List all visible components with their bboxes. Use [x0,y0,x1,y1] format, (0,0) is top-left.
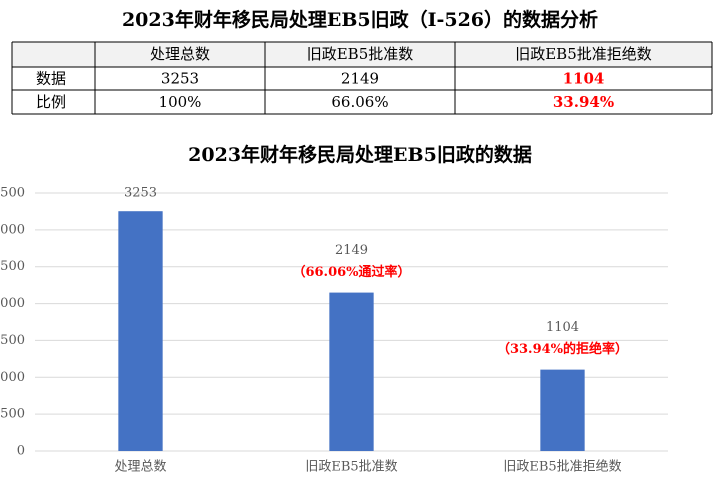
column-header: 旧政EB5批准数 [307,45,414,63]
x-tick-label: 旧政EB5批准数 [305,460,397,475]
bar [118,211,163,451]
column-header: 旧政EB5批准拒绝数 [515,45,652,63]
row-header: 比例 [36,93,66,111]
table-header-bg [12,42,712,67]
column-header: 处理总数 [150,45,210,63]
y-tick-label: 3500 [0,186,25,201]
x-tick-label: 处理总数 [114,460,166,475]
annotation: （66.06%通过率） [292,264,410,280]
table-title: 2023年财年移民局处理EB5旧政（I-526）的数据分析 [122,8,598,31]
value-label: 2149 [335,243,368,258]
y-tick-label: 2000 [0,296,25,311]
row-header: 数据 [36,70,66,88]
annotation: （33.94%的拒绝率） [497,341,628,357]
chart-title: 2023年财年移民局处理EB5旧政的数据 [188,143,532,166]
x-tick-label: 旧政EB5批准拒绝数 [503,459,621,475]
y-tick-label: 3000 [0,222,25,237]
bar [540,369,585,451]
table-cell: 66.06% [331,93,388,111]
y-tick-label: 2500 [0,259,25,274]
table-cell: 2149 [341,70,379,88]
y-tick-label: 500 [0,407,25,422]
table-cell: 33.94% [553,93,614,111]
bar [329,292,374,451]
table-cell: 3253 [161,70,199,88]
table-cell: 100% [159,93,202,111]
y-tick-label: 1000 [0,370,25,385]
table-cell: 1104 [563,70,605,88]
y-tick-label: 0 [17,444,25,459]
value-label: 3253 [124,186,157,201]
y-tick-label: 1500 [0,333,25,348]
value-label: 1104 [546,320,579,335]
